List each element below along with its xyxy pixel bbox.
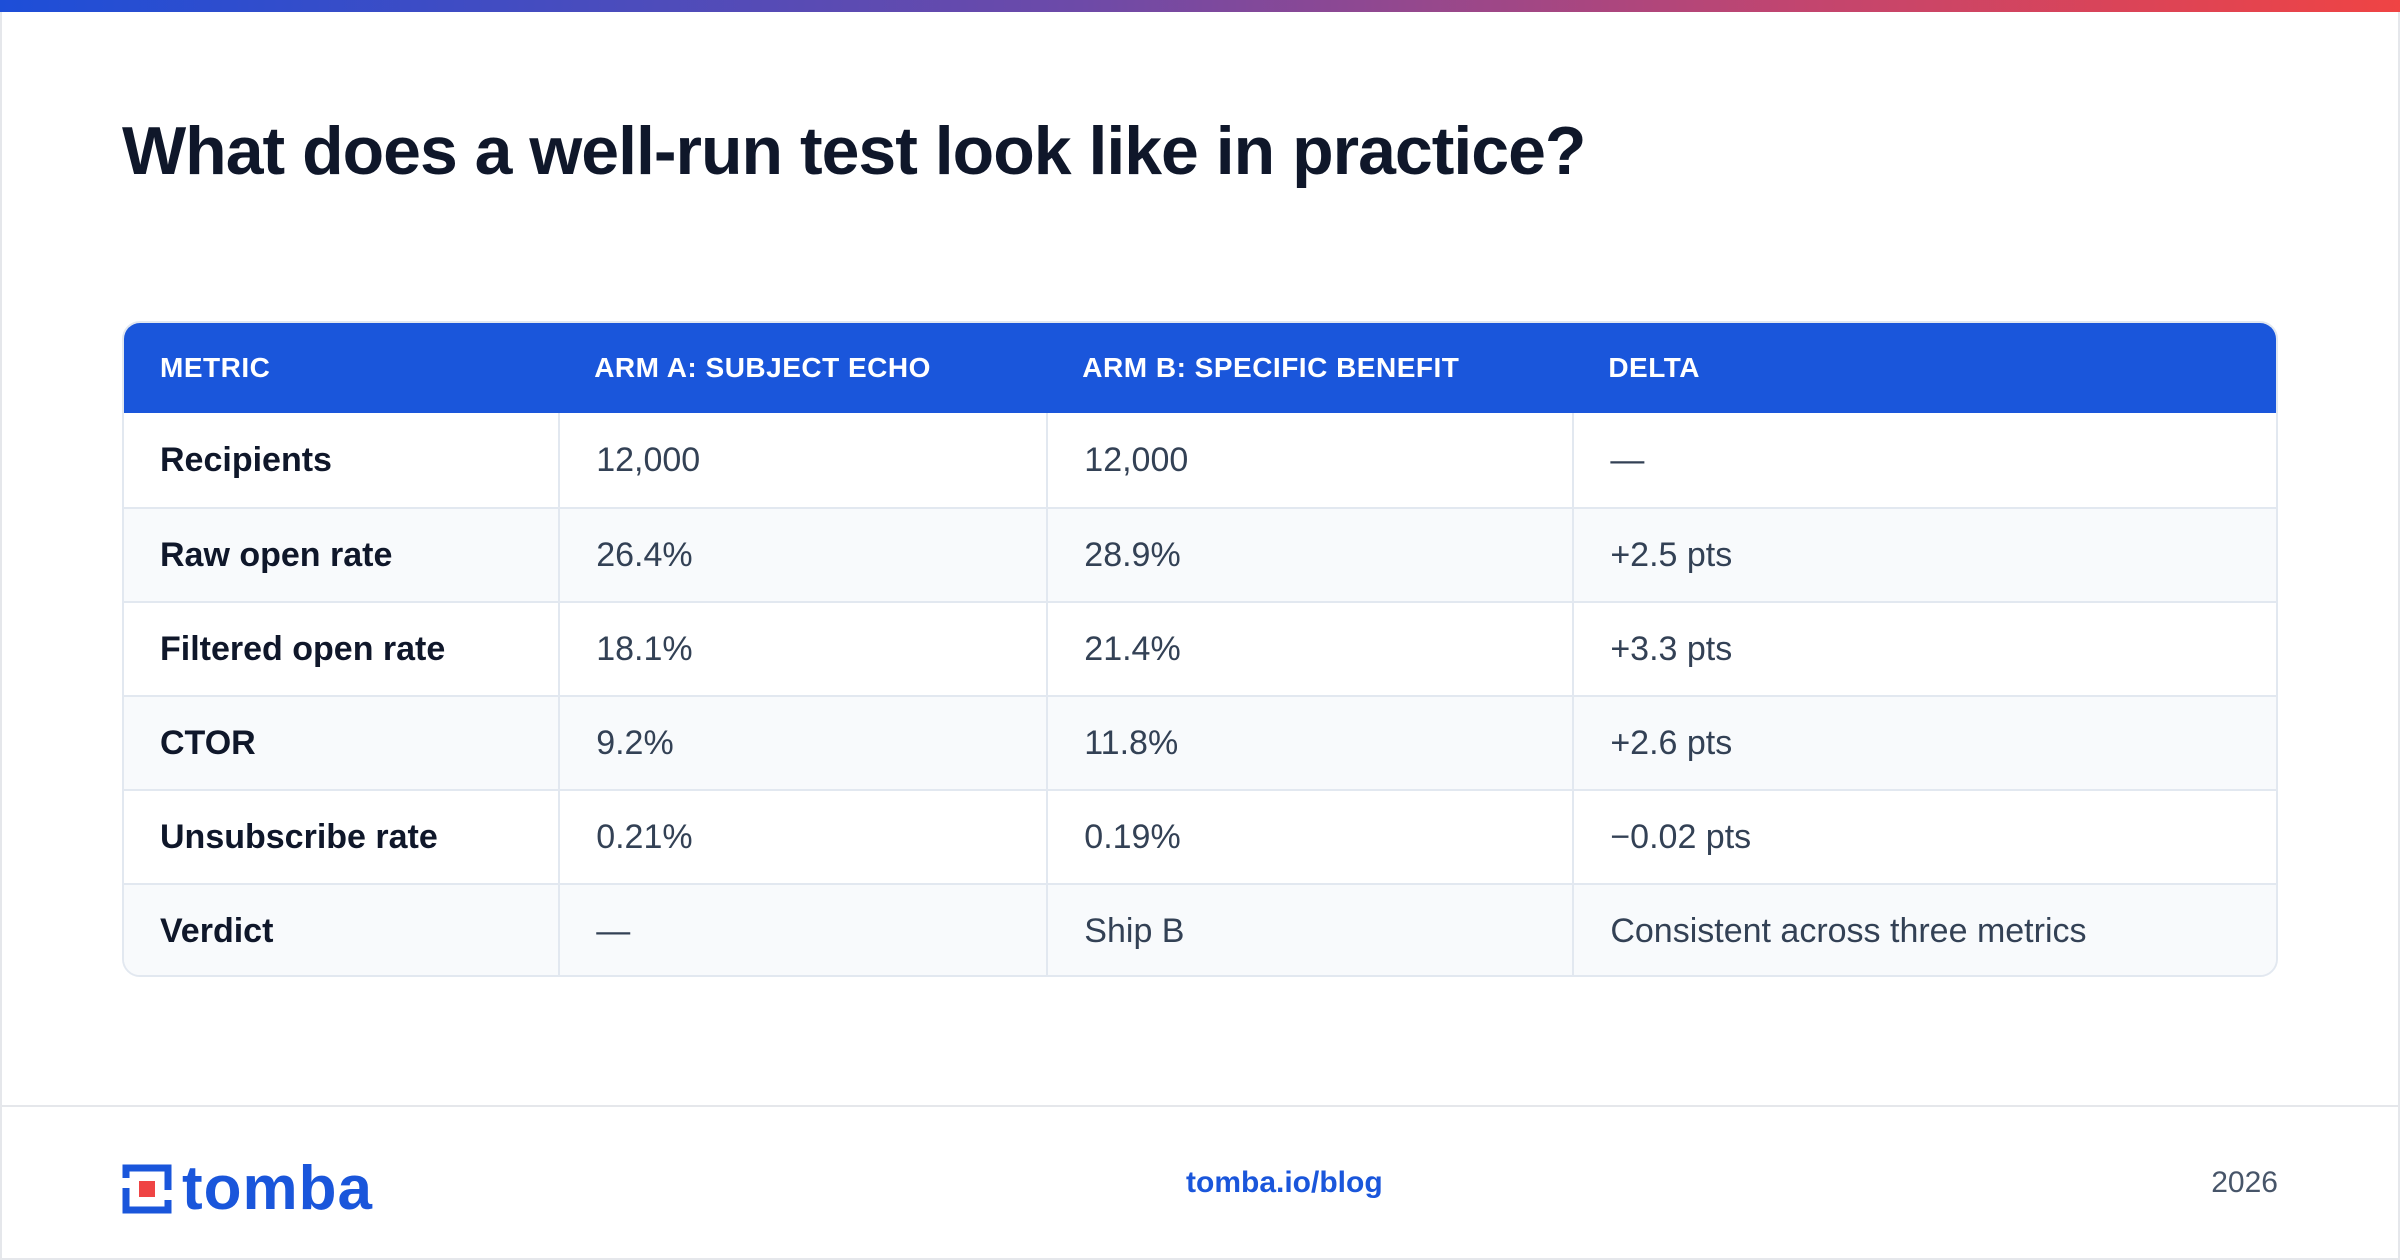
table-row: Recipients 12,000 12,000 — [124, 413, 2276, 507]
arm-a-cell: 26.4% [558, 509, 1046, 601]
delta-cell: −0.02 pts [1572, 791, 2276, 883]
arm-a-cell: 12,000 [558, 413, 1046, 507]
table-row: Verdict — Ship B Consistent across three… [124, 883, 2276, 975]
footer-divider [0, 1105, 2400, 1107]
delta-cell: +2.6 pts [1572, 697, 2276, 789]
header-arm-a: ARM A: SUBJECT ECHO [594, 352, 931, 383]
header-metric: METRIC [160, 352, 271, 383]
delta-cell: +2.5 pts [1572, 509, 2276, 601]
metric-cell: Raw open rate [160, 535, 393, 574]
arm-b-cell: 0.19% [1046, 791, 1572, 883]
delta-cell: — [1572, 413, 2276, 507]
arm-b-cell: Ship B [1046, 885, 1572, 975]
table-row: Filtered open rate 18.1% 21.4% +3.3 pts [124, 601, 2276, 695]
arm-b-cell: 28.9% [1046, 509, 1572, 601]
page-title: What does a well-run test look like in p… [122, 113, 1586, 189]
table-body: Recipients 12,000 12,000 — Raw open rate… [124, 413, 2276, 975]
arm-a-cell: 0.21% [558, 791, 1046, 883]
tomba-logo-icon [122, 1164, 172, 1214]
header-delta: DELTA [1608, 352, 1700, 383]
arm-a-cell: — [558, 885, 1046, 975]
footer-year: 2026 [2211, 1166, 2278, 1199]
metric-cell: Filtered open rate [160, 629, 446, 668]
metric-cell: Verdict [160, 911, 274, 950]
arm-a-cell: 18.1% [558, 603, 1046, 695]
table-row: Raw open rate 26.4% 28.9% +2.5 pts [124, 507, 2276, 601]
tomba-logo[interactable]: tomba [122, 1158, 373, 1220]
gradient-top-bar [0, 0, 2400, 12]
metric-cell: Recipients [160, 440, 332, 479]
arm-b-cell: 11.8% [1046, 697, 1572, 789]
metric-cell: Unsubscribe rate [160, 817, 438, 856]
arm-a-cell: 9.2% [558, 697, 1046, 789]
delta-cell: +3.3 pts [1572, 603, 2276, 695]
blog-link[interactable]: tomba.io/blog [1186, 1166, 1383, 1199]
table-header: METRIC ARM A: SUBJECT ECHO ARM B: SPECIF… [124, 323, 2276, 413]
results-table: METRIC ARM A: SUBJECT ECHO ARM B: SPECIF… [122, 321, 2278, 977]
arm-b-cell: 21.4% [1046, 603, 1572, 695]
table-row: CTOR 9.2% 11.8% +2.6 pts [124, 695, 2276, 789]
delta-cell: Consistent across three metrics [1572, 885, 2276, 975]
arm-b-cell: 12,000 [1046, 413, 1572, 507]
table-row: Unsubscribe rate 0.21% 0.19% −0.02 pts [124, 789, 2276, 883]
logo-text: tomba [182, 1154, 373, 1223]
metric-cell: CTOR [160, 723, 256, 762]
header-arm-b: ARM B: SPECIFIC BENEFIT [1082, 352, 1460, 383]
